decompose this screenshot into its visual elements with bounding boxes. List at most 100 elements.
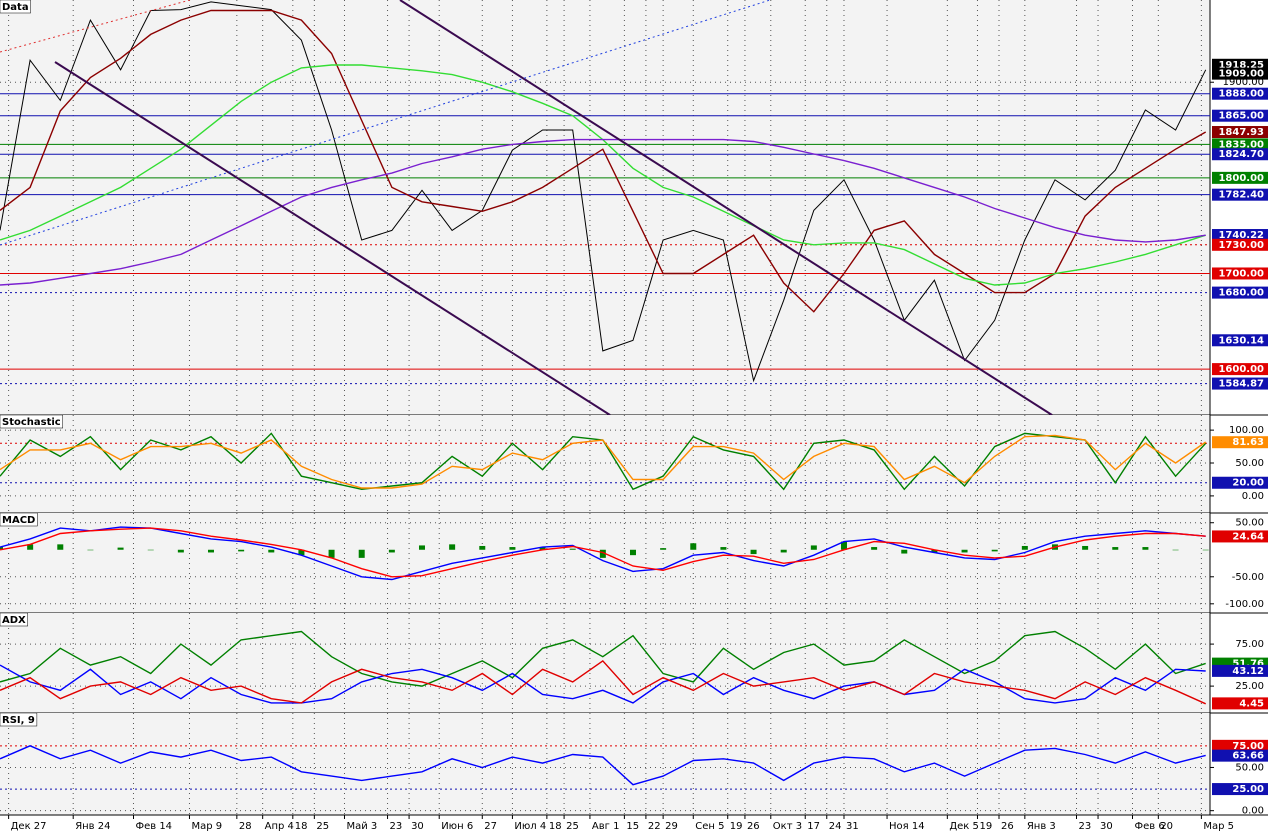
y-tick-label: 50.00 — [1235, 762, 1264, 773]
x-tick-label: Мар 5 — [1203, 821, 1234, 832]
histogram-bar — [901, 549, 908, 554]
x-tick-label: 28 — [239, 821, 252, 832]
histogram-bar — [1082, 545, 1089, 550]
level-box — [1212, 138, 1268, 151]
y-tick-label: -50.00 — [1232, 572, 1264, 583]
plot-area — [0, 415, 1210, 513]
x-tick-label: Окт 3 — [773, 821, 802, 832]
level-box — [1212, 530, 1268, 543]
level-label: 1865.00 — [1218, 111, 1264, 122]
x-tick-label: Янв 24 — [75, 821, 110, 832]
level-box — [1212, 697, 1268, 710]
x-tick-label: 24 — [829, 821, 842, 832]
histogram-bar — [268, 549, 275, 553]
plot — [0, 613, 1210, 713]
histogram-bar — [298, 549, 305, 556]
histogram-bar — [1112, 547, 1119, 550]
x-tick-label: 25 — [566, 821, 579, 832]
series-line — [0, 527, 1206, 578]
x-tick-label: 23 — [390, 821, 403, 832]
trendlines — [0, 0, 1053, 415]
level-label: 1800.00 — [1218, 173, 1264, 184]
level-label: 51.76 — [1232, 659, 1264, 670]
histogram-bar — [238, 549, 245, 552]
x-tick-label: 23 — [1079, 821, 1092, 832]
series-line — [0, 1, 1207, 383]
level-box — [1212, 238, 1268, 251]
y-tick-label: 0.00 — [1242, 491, 1264, 502]
panel-title-bg — [0, 612, 28, 627]
panel-title: MACD — [2, 515, 35, 526]
level-label: 1847.93 — [1218, 127, 1264, 138]
x-tick-label: 30 — [411, 821, 424, 832]
histogram-bar — [418, 545, 425, 550]
histogram-bar — [871, 547, 878, 550]
level-label: 75.00 — [1232, 741, 1264, 752]
level-label: 1835.00 — [1218, 139, 1264, 150]
level-box — [1212, 476, 1268, 489]
level-label: 1888.00 — [1218, 89, 1264, 100]
y-tick-label: 100.00 — [1229, 425, 1264, 436]
level-box — [1212, 363, 1268, 376]
level-label: 1584.87 — [1218, 379, 1264, 390]
level-label: 1700.00 — [1218, 268, 1264, 279]
plot — [0, 513, 1210, 613]
series-line — [0, 434, 1207, 489]
histogram-bar — [810, 545, 817, 550]
y-tick-label: 1900.00 — [1223, 77, 1264, 88]
x-tick-label: Май 3 — [346, 821, 377, 832]
level-label: 1740.22 — [1218, 230, 1264, 241]
level-box — [1212, 334, 1268, 347]
level-box — [1212, 377, 1268, 390]
histogram-bar — [509, 547, 516, 550]
y-tick-label: 50.00 — [1235, 518, 1264, 529]
series-line — [0, 745, 1206, 786]
histogram-bar — [629, 549, 636, 556]
histogram-bar — [690, 543, 697, 550]
x-tick-label: Сен 5 — [695, 821, 724, 832]
plot — [0, 0, 1210, 415]
level-box — [1212, 664, 1268, 677]
level-label: 1782.40 — [1218, 190, 1264, 201]
histogram-bar — [0, 547, 3, 550]
histogram-bar — [87, 549, 94, 551]
x-tick-label: Дек 5 — [949, 821, 979, 832]
panel-title: Stochastic — [2, 417, 61, 428]
histogram-bar — [358, 549, 365, 558]
histogram-bar — [177, 549, 184, 553]
panel-title: Data — [2, 2, 29, 13]
panel-title-bg — [0, 512, 38, 527]
panel-title-bg — [0, 712, 38, 727]
histogram-bar — [57, 544, 64, 550]
level-label: 4.45 — [1239, 698, 1264, 709]
histogram-bar — [1202, 549, 1209, 551]
level-box — [1212, 109, 1268, 122]
plot-area — [0, 513, 1210, 613]
level-box — [1212, 267, 1268, 280]
x-tick-label: Июн 6 — [441, 821, 473, 832]
histogram-bar — [539, 547, 546, 550]
level-label: 1680.00 — [1218, 288, 1264, 299]
x-tick-label: 26 — [747, 821, 760, 832]
histogram-bar — [780, 549, 787, 553]
histogram-bar — [207, 549, 214, 553]
histogram-bar — [569, 548, 576, 550]
panel: 100.00 50.00 0.00 81.63 20.00 Stochastic — [0, 414, 1268, 514]
level-box — [1212, 783, 1268, 796]
level-label: 1730.00 — [1218, 240, 1264, 251]
level-label: 81.63 — [1232, 437, 1264, 448]
histogram-bar — [117, 547, 124, 550]
plot-area — [0, 0, 1210, 415]
level-box — [1212, 148, 1268, 161]
trendline — [54, 61, 611, 415]
level-box — [1212, 87, 1268, 100]
panel-title: RSI, 9 — [2, 715, 35, 726]
x-tick-label: 19 — [979, 821, 992, 832]
histogram-bar — [991, 549, 998, 552]
x-tick-label: 30 — [1100, 821, 1113, 832]
x-tick-label: Мар 9 — [191, 821, 222, 832]
y-tick-label: -100.00 — [1225, 599, 1264, 610]
y-tick-label: 25.00 — [1235, 681, 1264, 692]
